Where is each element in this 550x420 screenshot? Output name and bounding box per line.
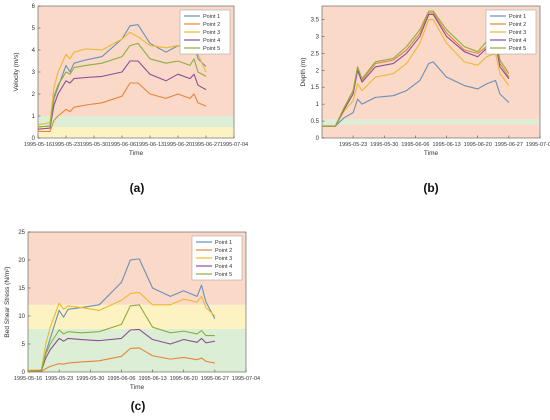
y-tick-label: 1 <box>32 114 36 120</box>
legend: Point 1 Point 2 Point 3 Point 4 Point 5 <box>191 235 243 281</box>
y-tick-label: 1.5 <box>311 85 320 91</box>
x-tick-label: 1995-06-13 <box>433 142 461 148</box>
y-tick-label: 1 <box>316 102 320 108</box>
x-tick-label: 1995-06-06 <box>108 142 136 148</box>
legend-entry: Point 2 <box>203 22 220 28</box>
series-line-point-1 <box>322 61 510 127</box>
series-line-point-2 <box>28 347 215 372</box>
x-axis-label: Time <box>424 150 439 157</box>
x-tick-label: 1995-05-30 <box>76 376 104 382</box>
series-line-point-4 <box>28 328 215 372</box>
y-tick-label: 2 <box>32 92 36 98</box>
y-tick-label: 5 <box>22 342 26 348</box>
y-tick-label: 5 <box>32 26 36 32</box>
y-tick-label: 10 <box>18 314 25 320</box>
legend-entry: Point 1 <box>215 240 232 246</box>
x-tick-label: 1995-06-27 <box>192 142 220 148</box>
legend-entry: Point 2 <box>509 22 526 28</box>
x-tick-label: 1995-06-13 <box>136 142 164 148</box>
x-tick-label: 1995-05-23 <box>339 142 367 148</box>
x-tick-label: 1995-06-27 <box>201 376 229 382</box>
y-tick-label: 4 <box>32 48 36 54</box>
x-tick-label: 1995-06-27 <box>495 142 523 148</box>
y-axis-label: Velocity (m/s) <box>13 52 20 91</box>
y-tick-label: 2.5 <box>311 51 320 57</box>
y-tick-label: 3 <box>32 70 36 76</box>
y-tick-label: 3.5 <box>311 18 320 24</box>
legend-entry: Point 4 <box>215 264 232 270</box>
legend-entry: Point 3 <box>215 256 232 262</box>
threshold-band <box>38 116 234 127</box>
threshold-band <box>322 124 540 138</box>
x-tick-label: 1995-07-04 <box>232 376 260 382</box>
legend-entry: Point 1 <box>203 14 220 20</box>
legend-entry: Point 5 <box>509 46 526 52</box>
plot-frame <box>321 5 541 139</box>
y-tick-label: 3 <box>316 34 320 40</box>
x-tick-label: 1995-06-13 <box>139 376 167 382</box>
x-tick-label: 1995-07-04 <box>220 142 248 148</box>
y-tick-label: 6 <box>32 4 36 10</box>
legend-entry: Point 2 <box>215 248 232 254</box>
panel-label: (b) <box>423 181 438 195</box>
x-tick-label: 1995-06-20 <box>164 142 192 148</box>
x-tick-label: 1995-05-16 <box>24 142 52 148</box>
y-tick-label: 25 <box>18 230 25 236</box>
legend-entry: Point 4 <box>509 38 526 44</box>
y-axis-label: Bed Shear Stress (N/m²) <box>4 266 11 337</box>
x-tick-label: 1995-06-20 <box>464 142 492 148</box>
x-axis-label: Time <box>130 384 145 391</box>
panel-label: (a) <box>130 181 145 195</box>
chart-panel-3: 0 5 10 15 20 25 1995-05-16 1995-05-23 1995-05-30… <box>4 230 260 413</box>
panel-label: (c) <box>131 399 146 413</box>
legend-entry: Point 1 <box>509 14 526 20</box>
x-tick-label: 1995-07-04 <box>526 142 550 148</box>
threshold-band <box>38 127 234 138</box>
legend-entry: Point 5 <box>203 46 220 52</box>
x-tick-label: 1995-05-30 <box>370 142 398 148</box>
legend: Point 1 Point 2 Point 3 Point 4 Point 5 <box>179 9 231 55</box>
legend-entry: Point 3 <box>509 30 526 36</box>
x-tick-label: 1995-05-30 <box>80 142 108 148</box>
y-tick-label: 20 <box>18 258 25 264</box>
x-axis-label: Time <box>129 150 144 157</box>
y-tick-label: 2 <box>316 68 320 74</box>
plot-frame <box>27 231 247 373</box>
legend-entry: Point 3 <box>203 30 220 36</box>
y-tick-label: 0 <box>316 136 320 142</box>
x-tick-label: 1995-05-16 <box>14 376 42 382</box>
y-axis-label: Depth (m) <box>300 58 307 87</box>
legend-entry: Point 5 <box>215 272 232 278</box>
series-line-point-1 <box>27 258 216 372</box>
legend: Point 1 Point 2 Point 3 Point 4 Point 5 <box>485 9 537 55</box>
legend-entry: Point 4 <box>203 38 220 44</box>
x-tick-label: 1995-06-20 <box>170 376 198 382</box>
y-tick-label: 0 <box>22 370 26 376</box>
series-line-point-5 <box>27 304 215 372</box>
series-line-point-2 <box>38 82 207 132</box>
x-tick-label: 1995-06-06 <box>401 142 429 148</box>
y-tick-label: 0.5 <box>311 119 320 125</box>
series-line-point-3 <box>322 18 510 127</box>
series-line-point-5 <box>37 42 207 128</box>
y-tick-label: 0 <box>32 136 36 142</box>
y-tick-label: 15 <box>18 286 25 292</box>
series-line-point-3 <box>27 291 216 371</box>
threshold-band <box>322 119 540 125</box>
series-line-point-4 <box>37 60 207 130</box>
x-tick-label: 1995-05-23 <box>45 376 73 382</box>
x-tick-label: 1995-05-23 <box>52 142 80 148</box>
x-tick-label: 1995-06-06 <box>107 376 135 382</box>
